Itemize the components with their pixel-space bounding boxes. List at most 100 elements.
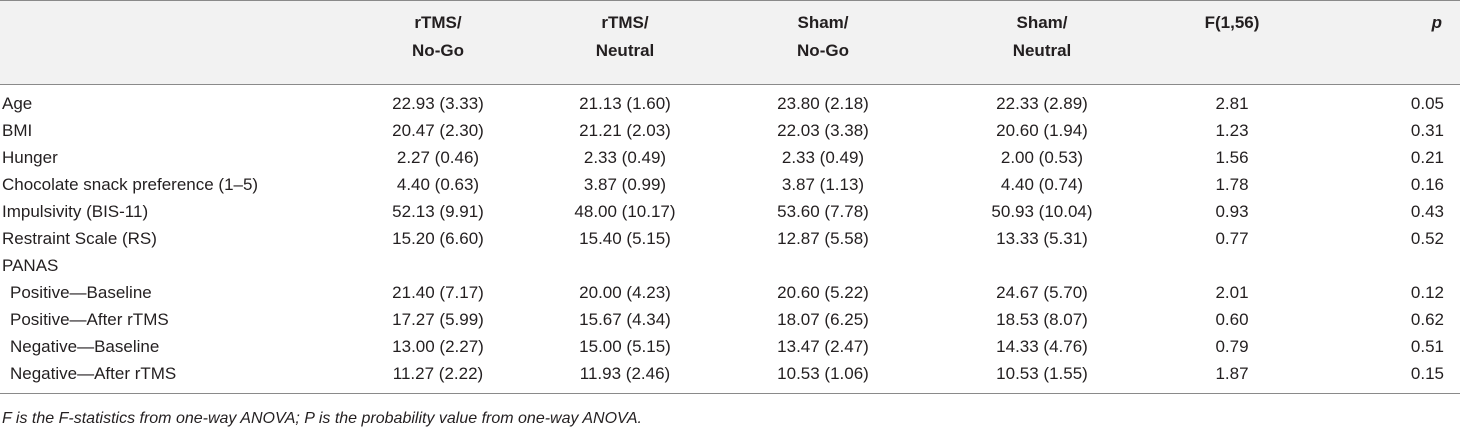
table-cell: 22.03 (3.38) xyxy=(777,121,869,140)
table-cell: 15.20 (6.60) xyxy=(392,229,484,248)
table-cell: 22.33 (2.89) xyxy=(996,94,1088,113)
table-cell: 20.60 (5.22) xyxy=(777,283,869,302)
table-cell: 4.40 (0.74) xyxy=(1000,175,1084,194)
table-cell: 15.00 (5.15) xyxy=(579,337,671,356)
table-cell: 18.53 (8.07) xyxy=(996,310,1088,329)
table-cell: 52.13 (9.91) xyxy=(392,202,484,221)
table-cell: 0.52 xyxy=(1410,229,1444,248)
table-cell: 4.40 (0.63) xyxy=(396,175,480,194)
row-label: Hunger xyxy=(2,148,58,167)
table-row: Positive—Baseline 21.40 (7.17) 20.00 (4.23… xyxy=(0,279,1460,306)
header-row: rTMS/ No-Go rTMS/ Neutral Sham/ No-Go Sh… xyxy=(0,0,1460,85)
table-row: Negative—After rTMS 11.27 (2.22) 11.93 (2.… xyxy=(0,360,1460,394)
table-cell: 20.60 (1.94) xyxy=(996,121,1088,140)
table-cell: 0.77 xyxy=(1215,229,1249,248)
header-line: rTMS/ xyxy=(601,13,649,32)
table-cell: 48.00 (10.17) xyxy=(574,202,676,221)
table-cell xyxy=(712,252,934,279)
table-cell: 50.93 (10.04) xyxy=(991,202,1093,221)
header-cell-rtms-neutral: rTMS/ Neutral xyxy=(538,0,712,85)
header-line: p xyxy=(1431,13,1442,32)
row-label: Negative—After rTMS xyxy=(0,360,338,394)
header-line: Sham/ xyxy=(797,13,849,32)
header-line: rTMS/ xyxy=(414,13,462,32)
table-row: Restraint Scale (RS) 15.20 (6.60) 15.40 (5… xyxy=(0,225,1460,252)
table-row: PANAS xyxy=(0,252,1460,279)
table-cell: 2.81 xyxy=(1215,94,1249,113)
header-cell-rtms-nogo: rTMS/ No-Go xyxy=(338,0,538,85)
header-cell-sham-nogo: Sham/ No-Go xyxy=(712,0,934,85)
table-cell: 2.33 (0.49) xyxy=(583,148,667,167)
table-cell: 18.07 (6.25) xyxy=(777,310,869,329)
table-cell: 2.27 (0.46) xyxy=(396,148,480,167)
table-body: Age 22.93 (3.33) 21.13 (1.60) 23.80 (2.18) 2… xyxy=(0,85,1460,394)
table-cell: 1.23 xyxy=(1215,121,1249,140)
header-cell-p-value: p xyxy=(1314,0,1460,85)
table-cell: 11.27 (2.22) xyxy=(338,360,538,394)
header-line: Sham/ xyxy=(1016,13,1068,32)
table-cell: 13.47 (2.47) xyxy=(777,337,869,356)
row-label: Negative—Baseline xyxy=(10,337,160,356)
table-cell: 1.78 xyxy=(1215,175,1249,194)
table-row: Impulsivity (BIS-11) 52.13 (9.91) 48.00 (1… xyxy=(0,198,1460,225)
header-line: Neutral xyxy=(595,41,655,60)
row-label: Restraint Scale (RS) xyxy=(2,229,157,248)
table-cell: 2.33 (0.49) xyxy=(781,148,865,167)
table-cell xyxy=(1314,252,1460,279)
row-label: Positive—Baseline xyxy=(10,283,152,302)
header-cell-sham-neutral: Sham/ Neutral xyxy=(934,0,1150,85)
header-cell-label xyxy=(0,0,338,85)
table-cell: 0.16 xyxy=(1410,175,1444,194)
table-cell xyxy=(934,252,1150,279)
table-cell: 14.33 (4.76) xyxy=(996,337,1088,356)
table-cell: 1.87 xyxy=(1150,360,1314,394)
row-label: Chocolate snack preference (1–5) xyxy=(2,175,259,194)
table-cell: 13.00 (2.27) xyxy=(392,337,484,356)
table-cell: 21.21 (2.03) xyxy=(579,121,671,140)
table-cell: 10.53 (1.06) xyxy=(712,360,934,394)
statistics-table: rTMS/ No-Go rTMS/ Neutral Sham/ No-Go Sh… xyxy=(0,0,1460,394)
table-cell: 0.31 xyxy=(1410,121,1444,140)
table-row: BMI 20.47 (2.30) 21.21 (2.03) 22.03 (3.38) 2… xyxy=(0,117,1460,144)
table-cell xyxy=(538,252,712,279)
table-cell: 17.27 (5.99) xyxy=(392,310,484,329)
table-cell: 1.56 xyxy=(1215,148,1249,167)
table-row: Chocolate snack preference (1–5) 4.40 (0.… xyxy=(0,171,1460,198)
table-cell: 2.01 xyxy=(1215,283,1249,302)
table-footnote: F is the F-statistics from one-way ANOVA… xyxy=(2,410,642,427)
table-cell: 20.47 (2.30) xyxy=(392,121,484,140)
table-cell: 24.67 (5.70) xyxy=(996,283,1088,302)
table-cell: 0.51 xyxy=(1410,337,1444,356)
row-label: Positive—After rTMS xyxy=(10,310,169,329)
row-label: PANAS xyxy=(2,256,59,275)
table-cell: 0.93 xyxy=(1215,202,1249,221)
table-cell: 21.13 (1.60) xyxy=(579,94,671,113)
table-row: Hunger 2.27 (0.46) 2.33 (0.49) 2.33 (0.49) 2… xyxy=(0,144,1460,171)
table-cell: 0.21 xyxy=(1410,148,1444,167)
table-cell: 20.00 (4.23) xyxy=(579,283,671,302)
table-cell: 0.60 xyxy=(1215,310,1249,329)
table-cell: 12.87 (5.58) xyxy=(777,229,869,248)
row-label: Impulsivity (BIS-11) xyxy=(2,202,149,221)
header-line: No-Go xyxy=(412,41,464,60)
table-cell xyxy=(1150,252,1314,279)
table-cell: 13.33 (5.31) xyxy=(996,229,1088,248)
table-row: Negative—Baseline 13.00 (2.27) 15.00 (5.15… xyxy=(0,333,1460,360)
table-cell: 22.93 (3.33) xyxy=(392,94,484,113)
table-cell xyxy=(338,252,538,279)
header-line: F(1,56) xyxy=(1204,13,1260,32)
table-header: rTMS/ No-Go rTMS/ Neutral Sham/ No-Go Sh… xyxy=(0,0,1460,85)
table-cell: 3.87 (1.13) xyxy=(781,175,865,194)
table-cell: 0.43 xyxy=(1410,202,1444,221)
row-label: Age xyxy=(2,94,33,113)
table-cell: 0.62 xyxy=(1410,310,1444,329)
table-cell: 15.67 (4.34) xyxy=(579,310,671,329)
table-row: Positive—After rTMS 17.27 (5.99) 15.67 (4.… xyxy=(0,306,1460,333)
table-cell: 2.00 (0.53) xyxy=(1000,148,1084,167)
header-cell-f-statistic: F(1,56) xyxy=(1150,0,1314,85)
table-cell: 3.87 (0.99) xyxy=(583,175,667,194)
table-cell: 53.60 (7.78) xyxy=(777,202,869,221)
table-cell: 11.93 (2.46) xyxy=(538,360,712,394)
header-line: No-Go xyxy=(797,41,849,60)
